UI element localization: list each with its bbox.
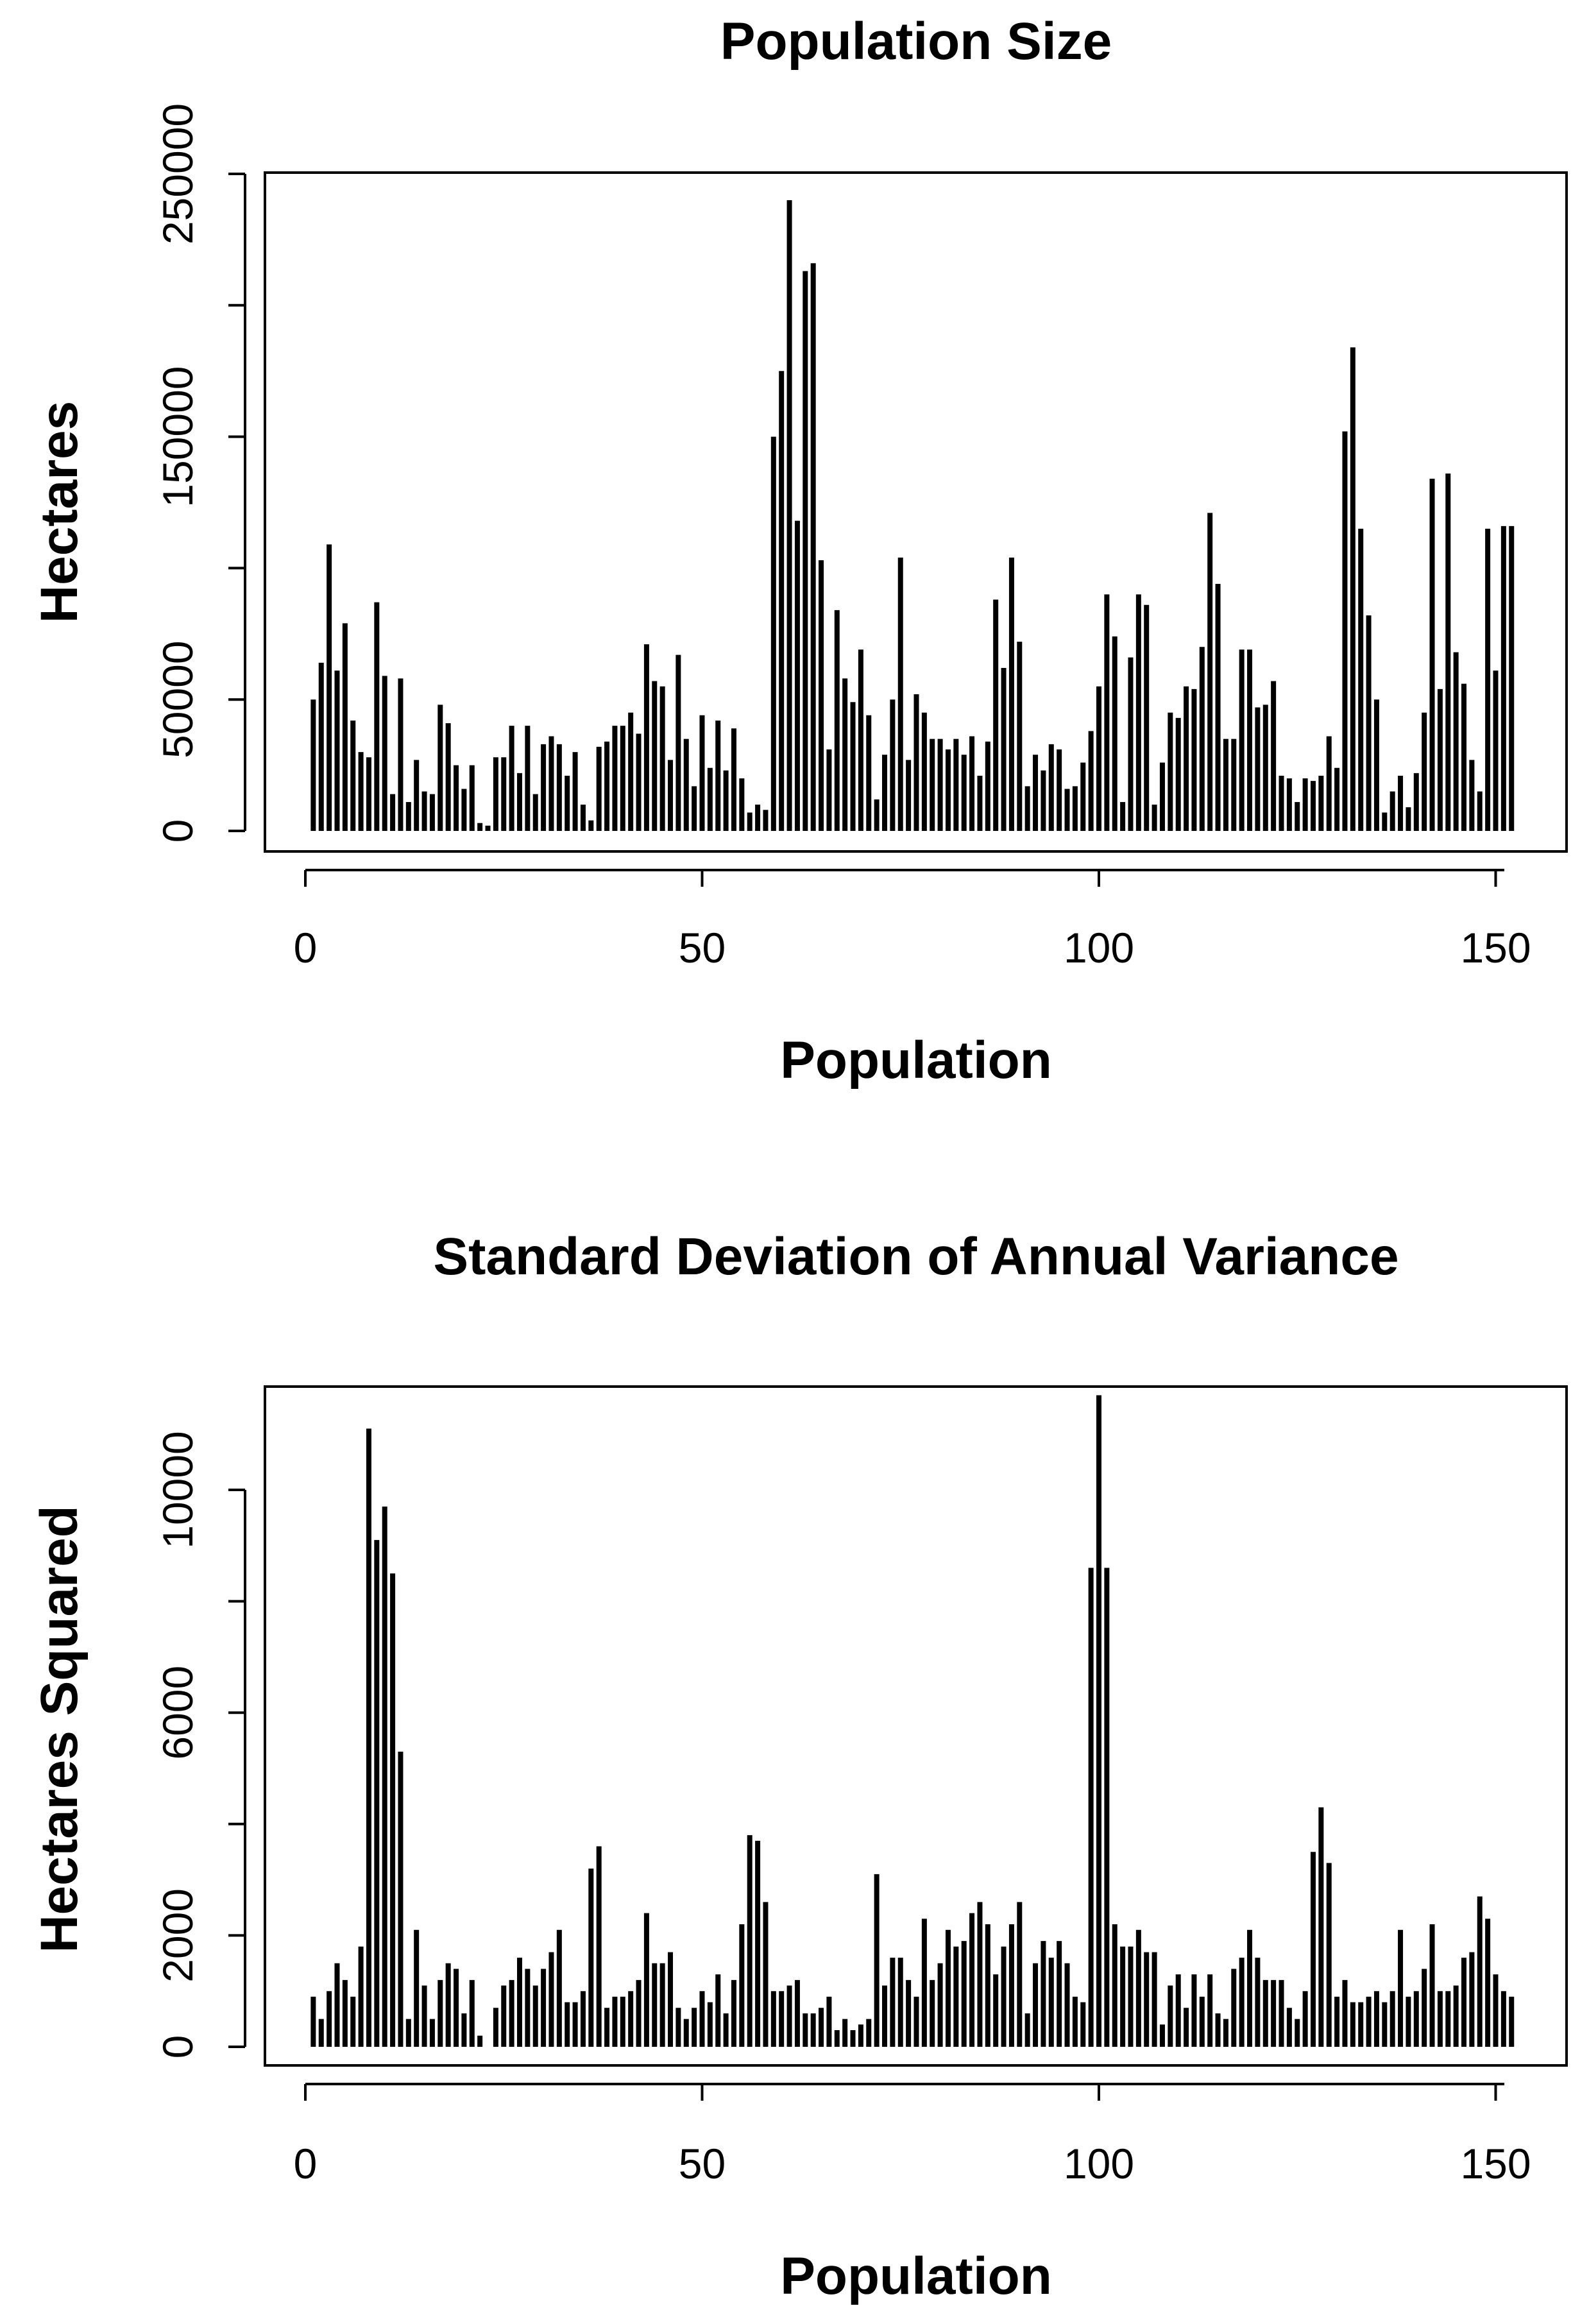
x-tick-label-50: 50	[679, 924, 726, 971]
x-tick-label-100: 100	[1064, 924, 1134, 971]
y-axis-label-population-size: Hectares	[30, 401, 89, 623]
plot-frame-population-size	[264, 171, 1568, 853]
x-tick-label-0: 0	[294, 924, 318, 971]
plot-frame-standard-deviation	[264, 1385, 1568, 2067]
bar-group-population-size	[310, 200, 1515, 831]
chart-title-population-size: Population Size	[720, 12, 1112, 71]
x-ticks-standard-deviation: 0 50 100 150	[294, 2084, 1531, 2187]
y-tick-label-0: 0	[154, 819, 201, 843]
x-axis-label-standard-deviation: Population	[780, 2247, 1052, 2305]
y-tick-label-250000: 250000	[154, 103, 201, 244]
x-tick-label-150: 150	[1460, 924, 1531, 971]
y-tick-label-2000: 2000	[154, 1888, 201, 1983]
y-axis-label-standard-deviation: Hectares Squared	[30, 1505, 89, 1952]
bar-group-standard-deviation	[310, 1395, 1515, 2047]
panel-standard-deviation: Standard Deviation of Annual Variance 0 5…	[30, 1227, 1568, 2305]
y-tick-label-50000: 50000	[154, 640, 201, 758]
y-tick-label-0: 0	[154, 2035, 201, 2059]
y-ticks-standard-deviation: 0 2000 6000 10000	[154, 1431, 245, 2058]
x-tick-label-0: 0	[294, 2140, 318, 2187]
panel-population-size: Population Size 0 50 100 150 0 50000 150000 25…	[30, 12, 1568, 1089]
x-tick-label-100: 100	[1064, 2140, 1134, 2187]
x-ticks-population-size: 0 50 100 150	[294, 870, 1531, 971]
x-tick-label-150: 150	[1460, 2140, 1531, 2187]
y-ticks-population-size: 0 50000 150000 250000	[154, 103, 245, 842]
y-tick-label-10000: 10000	[154, 1431, 201, 1549]
chart-title-standard-deviation: Standard Deviation of Annual Variance	[433, 1227, 1398, 1286]
y-tick-label-6000: 6000	[154, 1666, 201, 1760]
x-axis-label-population-size: Population	[780, 1031, 1052, 1089]
x-tick-label-50: 50	[679, 2140, 726, 2187]
y-tick-label-150000: 150000	[154, 366, 201, 507]
